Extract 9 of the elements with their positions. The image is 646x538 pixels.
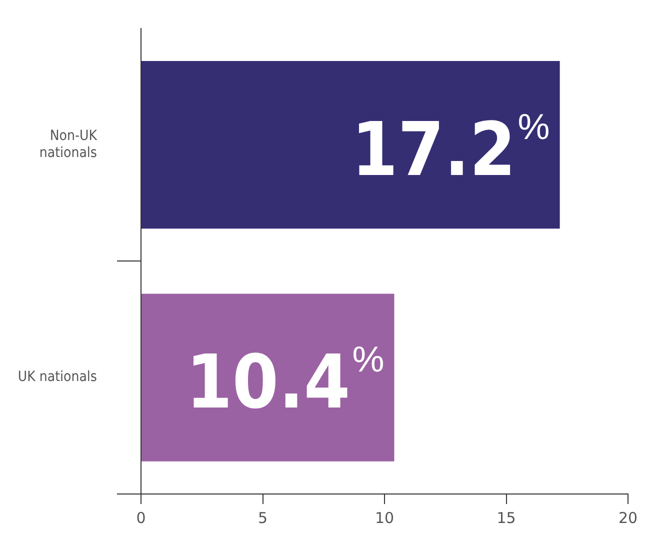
x-tick-label: 5 xyxy=(258,508,268,527)
y-tick-label: UK nationals xyxy=(18,369,97,386)
x-tick-label: 20 xyxy=(618,508,638,527)
x-tick-label: 0 xyxy=(136,508,146,527)
data-label: 17.2% xyxy=(352,106,550,193)
x-tick-label: 10 xyxy=(374,508,394,527)
x-tick-label: 15 xyxy=(496,508,516,527)
y-tick-label: Non-UK nationals xyxy=(39,128,98,161)
data-label: 10.4% xyxy=(186,338,384,426)
